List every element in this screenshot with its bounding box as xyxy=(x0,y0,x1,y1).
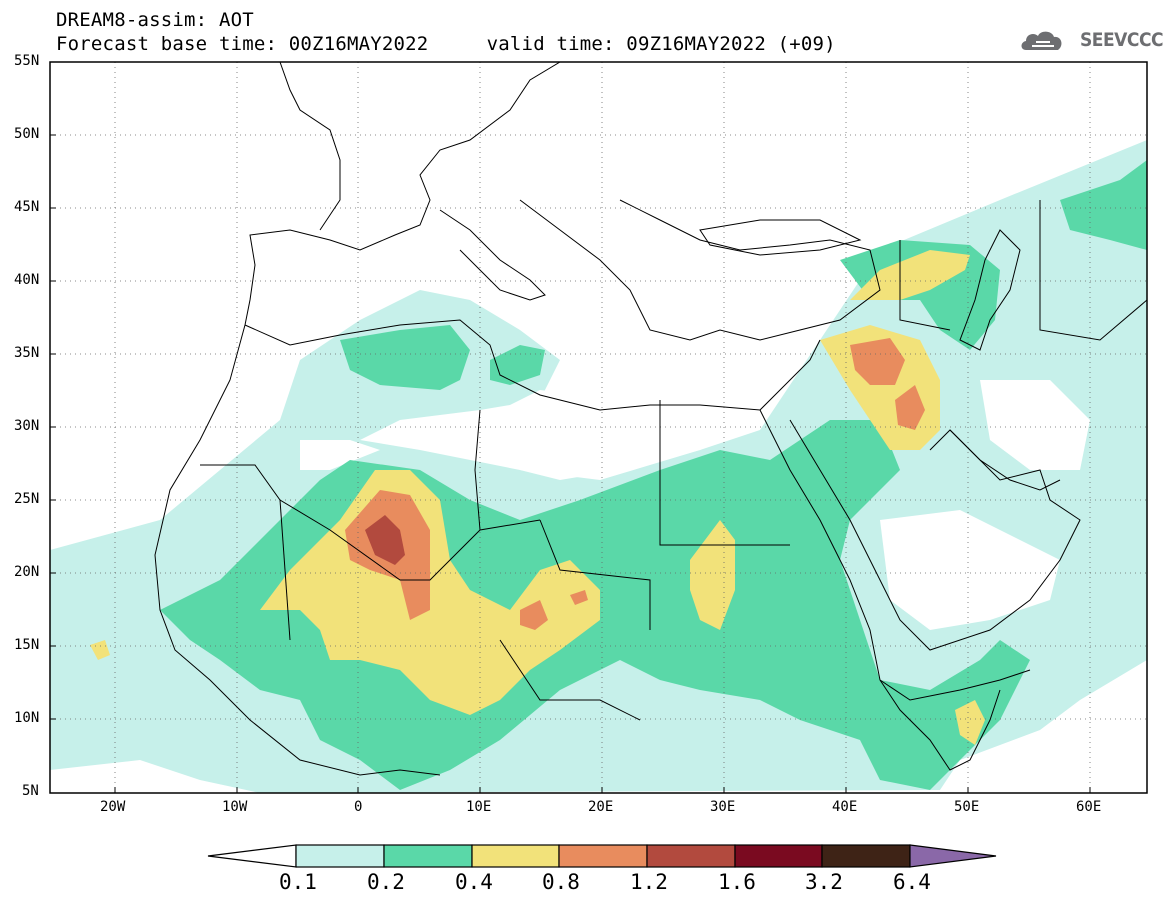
colorbar-swatch-2 xyxy=(383,844,473,868)
cloud-logo-icon xyxy=(1021,31,1062,50)
lat-label: 15N xyxy=(14,637,40,653)
colorbar-swatch-6 xyxy=(734,844,823,868)
forecast-time-subtitle: Forecast base time: 00Z16MAY2022 valid t… xyxy=(56,33,836,55)
lat-label: 10N xyxy=(14,710,40,726)
aot-field xyxy=(50,62,1147,793)
colorbar-over-arrow xyxy=(909,844,997,868)
lat-label: 25N xyxy=(14,491,40,507)
lon-label: 60E xyxy=(1076,799,1102,815)
lon-label: 40E xyxy=(832,799,858,815)
colorbar-swatch-3 xyxy=(471,844,560,868)
lon-label: 30E xyxy=(710,799,736,815)
lat-label: 30N xyxy=(14,418,40,434)
lat-label: 45N xyxy=(14,199,40,215)
lon-label: 20W xyxy=(100,799,126,815)
colorbar-swatch-1 xyxy=(295,844,385,868)
colorbar-swatch-7 xyxy=(821,844,911,868)
colorbar-label: 3.2 xyxy=(805,870,843,894)
lon-label: 10E xyxy=(466,799,492,815)
colorbar-label: 6.4 xyxy=(893,870,931,894)
lat-label: 50N xyxy=(14,126,40,142)
logo-text: SEEVCCC xyxy=(1080,29,1164,51)
colorbar-label: 1.6 xyxy=(718,870,756,894)
lon-label: 50E xyxy=(954,799,980,815)
coastlines xyxy=(154,62,1147,776)
lon-label: 20E xyxy=(588,799,614,815)
colorbar-label: 1.2 xyxy=(630,870,668,894)
colorbar xyxy=(207,844,997,868)
lat-label: 35N xyxy=(14,345,40,361)
colorbar-under-arrow xyxy=(207,844,297,868)
colorbar-label: 0.2 xyxy=(367,870,405,894)
colorbar-swatch-4 xyxy=(558,844,648,868)
lat-label: 20N xyxy=(14,564,40,580)
colorbar-swatch-5 xyxy=(646,844,736,868)
lat-label: 5N xyxy=(22,783,39,799)
colorbar-label: 0.1 xyxy=(279,870,317,894)
map-title: DREAM8-assim: AOT xyxy=(56,9,254,31)
lat-label: 55N xyxy=(14,53,40,69)
lon-label: 0 xyxy=(354,799,363,815)
lat-label: 40N xyxy=(14,272,40,288)
lon-label: 10W xyxy=(222,799,248,815)
colorbar-label: 0.4 xyxy=(455,870,493,894)
colorbar-label: 0.8 xyxy=(542,870,580,894)
